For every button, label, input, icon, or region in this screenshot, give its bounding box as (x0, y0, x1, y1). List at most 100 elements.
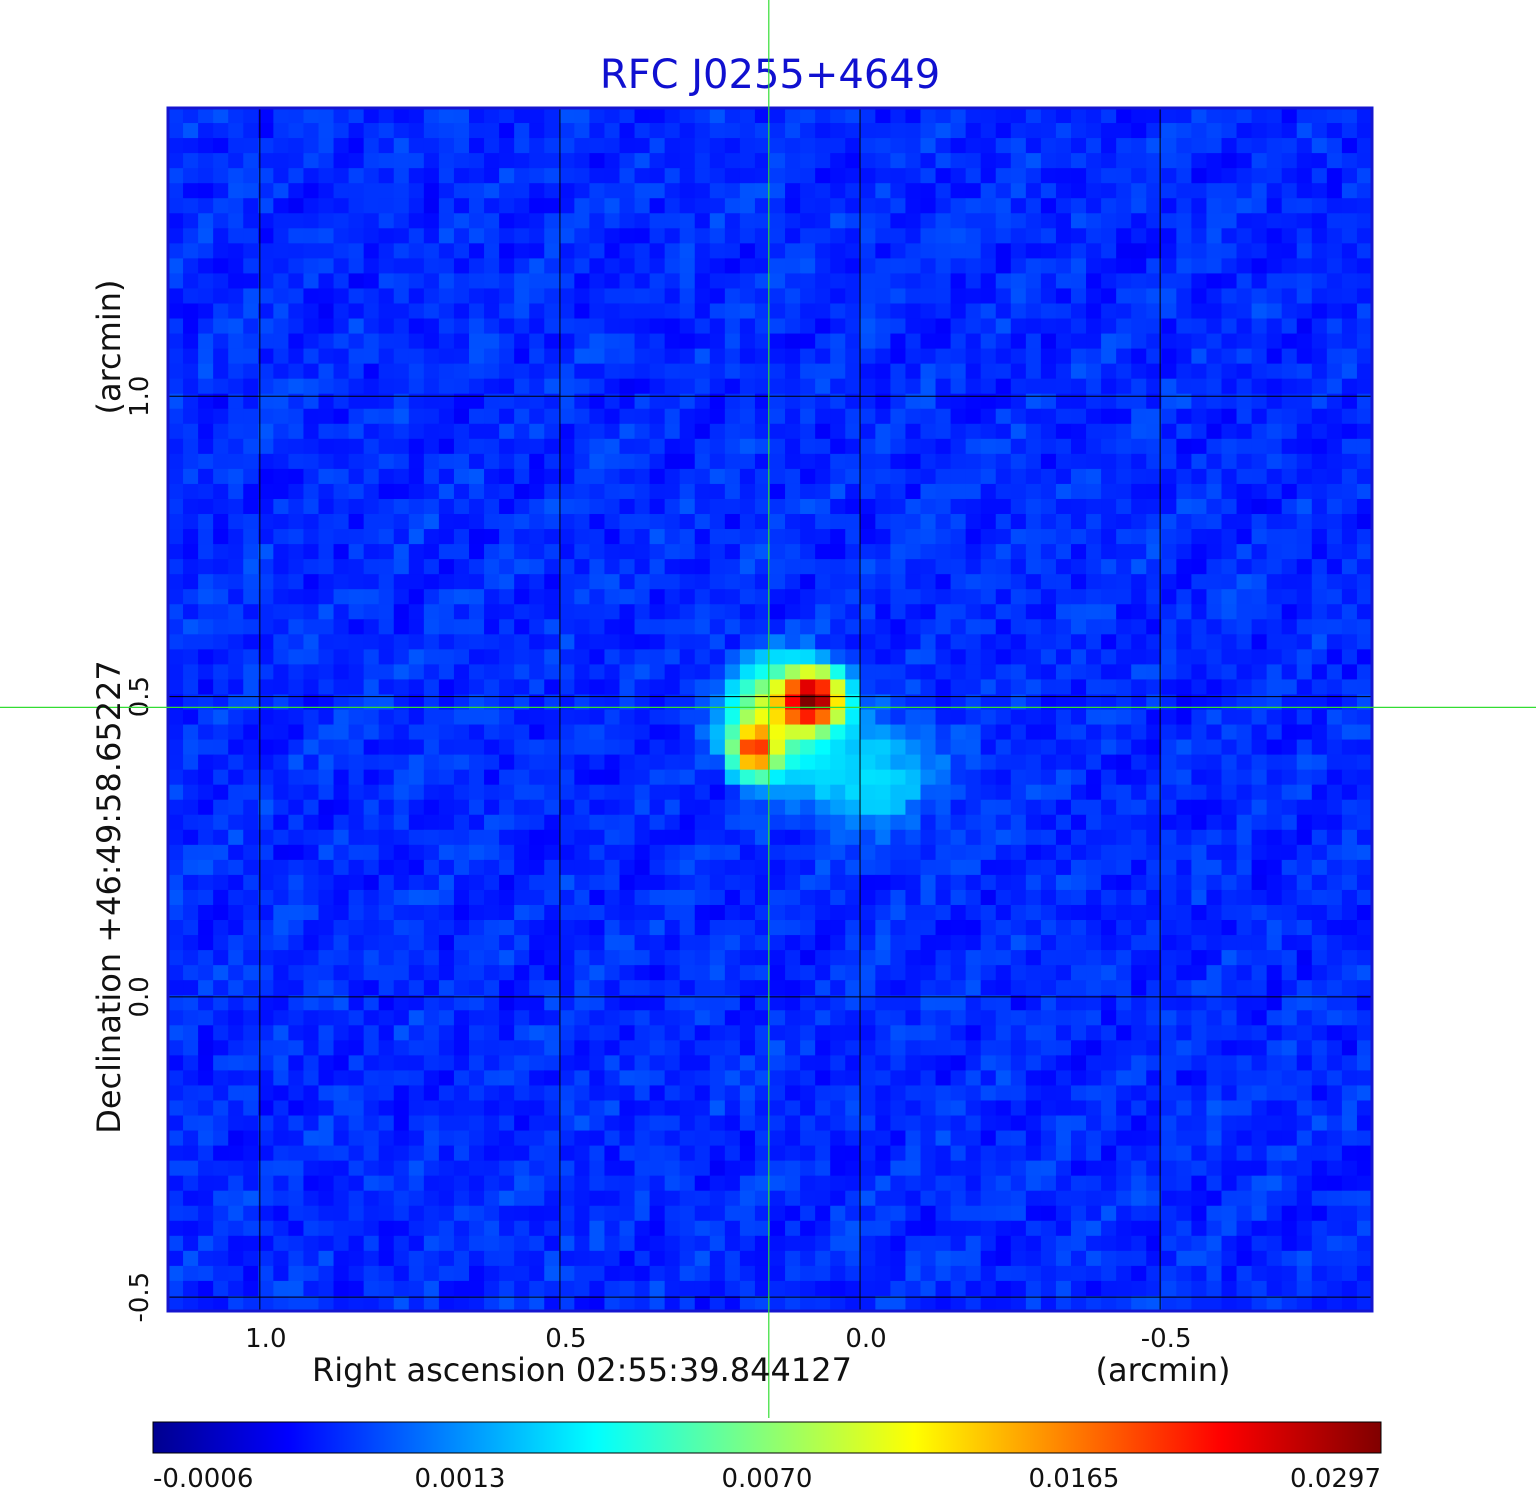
heatmap-cell (1131, 724, 1147, 741)
heatmap-cell (1116, 468, 1132, 485)
heatmap-cell (965, 483, 982, 500)
heatmap-cell (1176, 739, 1192, 756)
heatmap-cell (484, 1040, 500, 1056)
heatmap-cell (679, 739, 696, 756)
heatmap-cell (694, 559, 711, 575)
heatmap-cell (228, 649, 244, 665)
heatmap-cell (664, 138, 681, 154)
heatmap-cell (408, 363, 425, 380)
heatmap-cell (875, 483, 891, 500)
heatmap-cell (228, 423, 244, 440)
heatmap-cell (920, 694, 937, 711)
heatmap-cell (363, 679, 380, 696)
heatmap-cell (393, 393, 410, 410)
heatmap-cell (845, 138, 861, 154)
heatmap-cell (529, 348, 545, 365)
heatmap-cell (318, 318, 335, 335)
heatmap-cell (1101, 153, 1117, 169)
heatmap-cell (935, 483, 952, 500)
heatmap-cell (514, 694, 530, 711)
heatmap-cell (724, 228, 741, 244)
heatmap-cell (965, 453, 982, 470)
heatmap-cell (830, 153, 846, 169)
heatmap-cell (484, 168, 500, 184)
heatmap-cell (1086, 559, 1102, 575)
heatmap-cell (679, 1040, 696, 1056)
heatmap-cell (559, 935, 575, 951)
heatmap-cell (1101, 363, 1117, 380)
heatmap-cell (619, 1010, 636, 1026)
heatmap-cell (484, 183, 500, 199)
heatmap-cell (333, 739, 350, 756)
heatmap-cell (739, 920, 756, 936)
heatmap-cell (484, 589, 500, 605)
heatmap-cell (589, 183, 606, 199)
heatmap-cell (168, 168, 184, 184)
heatmap-cell (875, 589, 891, 605)
heatmap-cell (529, 724, 545, 741)
heatmap-cell (965, 438, 982, 455)
heatmap-cell (408, 1040, 425, 1056)
heatmap-cell (1251, 920, 1268, 936)
heatmap-cell (739, 874, 756, 891)
heatmap-cell (559, 288, 575, 305)
heatmap-cell (183, 814, 199, 831)
heatmap-cell (1341, 333, 1358, 350)
heatmap-cell (995, 995, 1012, 1011)
heatmap-cell (995, 694, 1012, 711)
heatmap-cell (363, 799, 380, 816)
heatmap-cell (604, 393, 621, 410)
heatmap-cell (393, 664, 410, 681)
heatmap-cell (724, 468, 741, 485)
heatmap-cell (514, 679, 530, 696)
heatmap-cell (1086, 844, 1102, 861)
heatmap-cell (213, 889, 229, 906)
heatmap-cell (1040, 529, 1057, 545)
heatmap-cell (935, 859, 952, 876)
heatmap-cell (920, 859, 937, 876)
heatmap-cell (754, 679, 771, 696)
heatmap-cell (469, 829, 485, 846)
heatmap-cell (1131, 288, 1147, 305)
heatmap-cell (303, 318, 320, 335)
heatmap-cell (875, 183, 891, 199)
heatmap-cell (393, 318, 410, 335)
heatmap-cell (559, 874, 575, 891)
heatmap-cell (724, 859, 741, 876)
heatmap-cell (860, 649, 876, 665)
heatmap-cell (1266, 724, 1283, 741)
heatmap-cell (228, 498, 244, 515)
heatmap-cell (168, 814, 184, 831)
heatmap-cell (1055, 213, 1072, 229)
heatmap-cell (1281, 183, 1298, 199)
heatmap-cell (995, 724, 1012, 741)
heatmap-cell (258, 453, 274, 470)
heatmap-cell (1221, 619, 1238, 635)
heatmap-cell (544, 874, 560, 891)
heatmap-cell (709, 273, 726, 290)
heatmap-cell (890, 258, 907, 275)
heatmap-cell (679, 649, 696, 665)
heatmap-cell (1131, 273, 1147, 290)
heatmap-cell (514, 1040, 530, 1056)
heatmap-cell (739, 694, 756, 711)
heatmap-cell (860, 844, 876, 861)
heatmap-cell (1266, 303, 1283, 320)
heatmap-cell (438, 498, 455, 515)
heatmap-cell (604, 559, 621, 575)
heatmap-cell (318, 529, 335, 545)
heatmap-cell (1101, 589, 1117, 605)
heatmap-cell (770, 1010, 786, 1026)
heatmap-cell (875, 243, 891, 259)
heatmap-cell (664, 153, 681, 169)
heatmap-cell (544, 138, 560, 154)
heatmap-cell (589, 604, 606, 620)
heatmap-cell (469, 213, 485, 229)
heatmap-cell (1176, 228, 1192, 244)
heatmap-cell (890, 183, 907, 199)
heatmap-cell (408, 544, 425, 560)
heatmap-cell (469, 544, 485, 560)
heatmap-cell (1191, 664, 1208, 681)
heatmap-cell (183, 123, 199, 139)
heatmap-cell (1341, 514, 1358, 530)
